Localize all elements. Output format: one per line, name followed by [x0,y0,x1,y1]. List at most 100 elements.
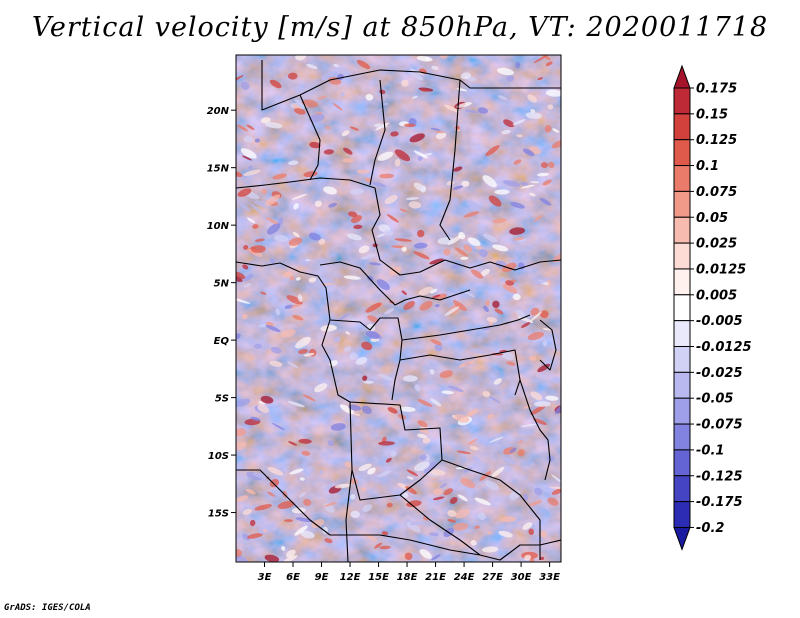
field-blob [236,275,243,283]
colorbar-swatch [673,449,691,477]
field-blob [453,522,468,531]
field-blob [494,189,510,195]
field-blob [419,454,427,461]
field-blob [533,214,543,223]
field-blob [498,530,513,538]
field-blob [545,395,559,401]
field-blob [534,401,551,407]
field-blob [295,336,311,349]
field-blob [539,556,545,561]
field-blob [501,262,517,273]
field-blob [334,483,352,489]
field-blob [292,315,304,321]
field-blob [302,394,316,402]
field-blob [287,401,305,408]
field-blob [545,61,553,67]
border-line [236,469,350,536]
field-blob [506,361,516,366]
field-blob [469,445,479,451]
border-line [369,79,386,186]
chart-title: Vertical velocity [m/s] at 850hPa, VT: 2… [31,12,769,43]
field-blob [460,72,472,80]
field-blob [420,89,428,92]
colorbar-label: 0.005 [696,288,737,303]
field-blob [317,178,327,187]
field-blob [314,200,322,207]
field-blob [435,132,447,140]
field-blob [285,549,296,558]
field-blob [343,346,352,352]
field-blob [365,331,380,339]
field-blob [488,195,502,207]
field-blob [384,195,398,204]
field-blob [430,127,441,131]
field-blob [294,525,308,536]
field-blob [291,193,308,200]
colorbar-swatch [673,294,691,322]
field-blob [236,549,242,557]
field-blob [444,306,460,316]
field-blob [337,313,350,322]
field-blob [502,180,521,187]
field-blob [249,519,256,527]
border-line [441,459,541,560]
field-blob [552,376,561,384]
field-blob [487,398,493,404]
field-blob [512,119,526,126]
field-blob [242,264,249,270]
field-blob [542,340,548,347]
field-blob [344,461,353,468]
field-blob [376,233,385,238]
field-blob [386,214,400,223]
field-blob [535,278,551,285]
field-blob [401,246,407,252]
field-blob [243,282,252,288]
field-blob [417,229,425,238]
field-blob [301,530,315,539]
field-blob [439,483,448,488]
field-blob [260,117,271,124]
x-tick-label: 33E [539,572,560,583]
field-blob [547,104,554,110]
field-blob [422,437,431,444]
field-blob [492,218,507,224]
field-blob [252,472,269,479]
field-blob [377,151,394,161]
field-blob [246,124,255,130]
field-blob [355,357,368,365]
field-blob [376,279,390,291]
field-blob [262,529,268,533]
field-blob [482,175,497,188]
field-blob [339,404,355,415]
field-blob [492,300,500,308]
field-blob [340,91,345,97]
x-tick-label: 12E [340,572,361,583]
field-blob [497,95,508,100]
field-blob [539,197,552,206]
field-blob [318,469,324,475]
field-blob [361,405,372,415]
field-blob [484,480,500,490]
field-blob [293,108,306,115]
field-blob [384,308,394,315]
field-blob [353,224,363,230]
field-blob [491,466,505,478]
field-blob [454,509,470,519]
field-blob [250,416,261,422]
field-blob [483,233,498,243]
field-blob [506,75,514,82]
field-blob [404,123,416,128]
field-blob [497,67,514,76]
y-axis: 20N 15N 10N 5N EQ 5S 10S 15S [207,106,236,520]
y-tick-label: EQ [214,336,230,347]
field-blob [236,398,251,407]
field-blob [515,309,527,319]
field-blob [449,497,458,504]
colorbar-swatch [673,190,691,218]
field-blob [346,233,362,241]
field-blob [467,237,481,247]
field-blob [309,232,321,241]
field-blob [236,171,243,177]
field-blob [401,290,407,295]
field-blob [301,450,311,456]
